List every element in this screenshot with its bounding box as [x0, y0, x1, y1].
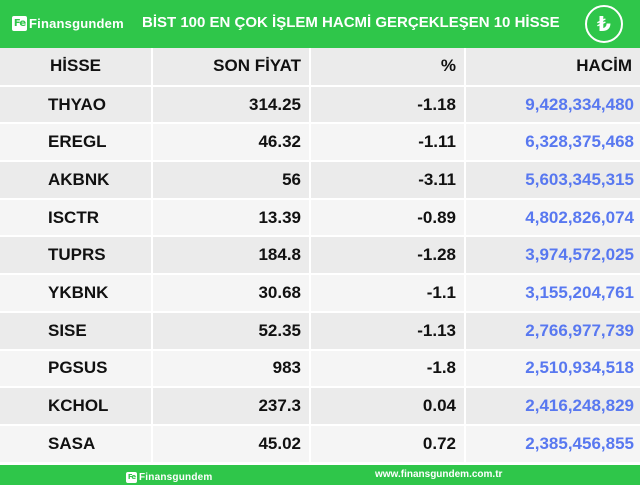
- cell-price: 237.3: [152, 387, 311, 426]
- footer-logo-text: Finansgundem: [139, 471, 213, 483]
- cell-stock: AKBNK: [0, 161, 153, 200]
- cell-stock: KCHOL: [0, 387, 153, 426]
- page-title: BİST 100 EN ÇOK İŞLEM HACMİ GERÇEKLEŞEN …: [142, 14, 560, 31]
- cell-volume: 9,428,334,480: [465, 85, 640, 125]
- cell-change: 0.72: [310, 424, 466, 464]
- cell-stock: EREGL: [0, 123, 153, 163]
- cell-price: 45.02: [152, 424, 311, 464]
- table-row: TUPRS 184.8 -1.28 3,974,572,025: [0, 236, 640, 276]
- table-row: SISE 52.35 -1.13 2,766,977,739: [0, 311, 640, 351]
- cell-stock: YKBNK: [0, 274, 153, 313]
- table-row: PGSUS 983 -1.8 2,510,934,518: [0, 349, 640, 389]
- cell-change: -1.28: [310, 236, 466, 276]
- cell-volume: 5,603,345,315: [465, 161, 640, 200]
- table-header-row: HİSSE SON FİYAT % HACİM: [0, 48, 640, 87]
- column-header-stock: HİSSE: [0, 48, 153, 87]
- cell-volume: 4,802,826,074: [465, 198, 640, 238]
- table-row: SASA 45.02 0.72 2,385,456,855: [0, 424, 640, 464]
- cell-price: 184.8: [152, 236, 311, 276]
- cell-stock: PGSUS: [0, 349, 153, 389]
- table-row: EREGL 46.32 -1.11 6,328,375,468: [0, 123, 640, 163]
- cell-volume: 3,974,572,025: [465, 236, 640, 276]
- column-header-price: SON FİYAT: [152, 48, 311, 87]
- cell-stock: SASA: [0, 424, 153, 464]
- cell-stock: ISCTR: [0, 198, 153, 238]
- table-row: ISCTR 13.39 -0.89 4,802,826,074: [0, 198, 640, 238]
- cell-change: 0.04: [310, 387, 466, 426]
- stocks-table: HİSSE SON FİYAT % HACİM THYAO 314.25 -1.…: [0, 48, 640, 464]
- column-header-volume: HACİM: [465, 48, 640, 87]
- footer-logo-mark-icon: Fe: [126, 471, 137, 483]
- cell-price: 983: [152, 349, 311, 389]
- cell-price: 30.68: [152, 274, 311, 313]
- logo-mark-icon: Fe: [12, 15, 27, 31]
- cell-stock: TUPRS: [0, 236, 153, 276]
- cell-price: 52.35: [152, 311, 311, 351]
- cell-price: 56: [152, 161, 311, 200]
- cell-change: -1.11: [310, 123, 466, 163]
- table-row: YKBNK 30.68 -1.1 3,155,204,761: [0, 274, 640, 313]
- cell-change: -0.89: [310, 198, 466, 238]
- cell-price: 13.39: [152, 198, 311, 238]
- table-row: THYAO 314.25 -1.18 9,428,334,480: [0, 85, 640, 125]
- cell-volume: 2,766,977,739: [465, 311, 640, 351]
- cell-stock: THYAO: [0, 85, 153, 125]
- lira-currency-icon: ₺: [585, 5, 623, 43]
- cell-volume: 2,416,248,829: [465, 387, 640, 426]
- brand-logo[interactable]: Fe Finansgundem: [12, 14, 124, 32]
- cell-volume: 6,328,375,468: [465, 123, 640, 163]
- cell-volume: 2,510,934,518: [465, 349, 640, 389]
- footer-bar: Fe Finansgundem www.finansgundem.com.tr: [0, 465, 640, 485]
- logo-text: Finansgundem: [29, 15, 124, 31]
- cell-volume: 3,155,204,761: [465, 274, 640, 313]
- website-link[interactable]: www.finansgundem.com.tr: [375, 469, 503, 480]
- header-bar: Fe Finansgundem BİST 100 EN ÇOK İŞLEM HA…: [0, 0, 640, 48]
- cell-price: 314.25: [152, 85, 311, 125]
- footer-logo[interactable]: Fe Finansgundem: [126, 468, 213, 485]
- cell-stock: SISE: [0, 311, 153, 351]
- table-row: KCHOL 237.3 0.04 2,416,248,829: [0, 387, 640, 426]
- cell-change: -1.8: [310, 349, 466, 389]
- cell-price: 46.32: [152, 123, 311, 163]
- cell-volume: 2,385,456,855: [465, 424, 640, 464]
- cell-change: -1.1: [310, 274, 466, 313]
- cell-change: -1.13: [310, 311, 466, 351]
- column-header-change: %: [310, 48, 466, 87]
- cell-change: -1.18: [310, 85, 466, 125]
- table-row: AKBNK 56 -3.11 5,603,345,315: [0, 161, 640, 200]
- cell-change: -3.11: [310, 161, 466, 200]
